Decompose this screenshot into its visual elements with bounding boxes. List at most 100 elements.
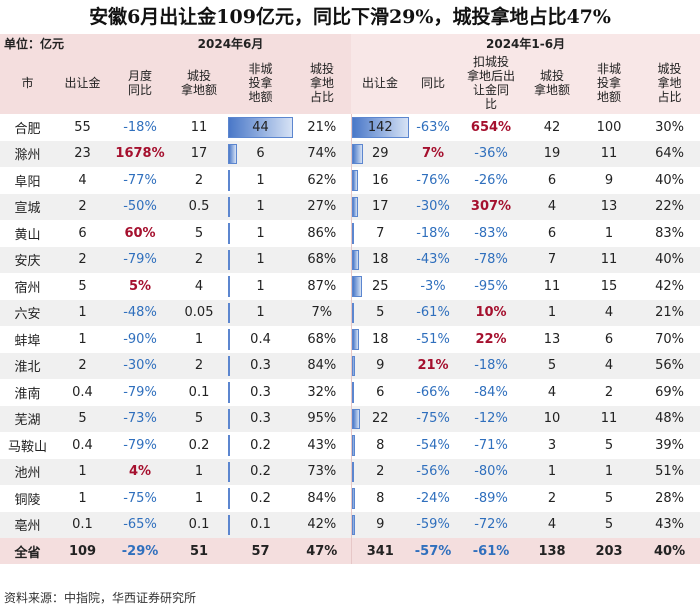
table-row: 马鞍山 0.4 -79% 0.2 0.2 43% 8 -54% -71% 3 5 39% <box>0 432 700 459</box>
cell-value: -95% <box>457 273 526 300</box>
cell-value: -61% <box>457 538 526 564</box>
column-header: 出让金 <box>351 52 410 114</box>
table-row: 蚌埠 1 -90% 1 0.4 68% 18 -51% 22% 13 6 70% <box>0 326 700 353</box>
cell-value: 18 <box>371 331 389 347</box>
data-bar <box>228 355 231 376</box>
cell-value: 1678% <box>110 140 171 167</box>
data-bar <box>228 435 231 456</box>
cell-value: -79% <box>110 379 171 406</box>
cell-value: -80% <box>457 458 526 485</box>
table-row: 安庆 2 -79% 2 1 68% 18 -43% -78% 7 11 40% <box>0 246 700 273</box>
data-bar <box>228 514 231 535</box>
city-cell: 亳州 <box>0 511 55 538</box>
cell-value: 4 <box>55 167 111 194</box>
cell-value: 68% <box>293 246 352 273</box>
cell-value: -59% <box>409 511 458 538</box>
cell-value: 51% <box>639 458 700 485</box>
cell-value: 0.1 <box>55 511 111 538</box>
cell-value: -89% <box>457 485 526 512</box>
cell-value: -73% <box>110 405 171 432</box>
data-bar <box>352 276 362 297</box>
cell-value: 9 <box>376 358 385 374</box>
table-row: 阜阳 4 -77% 2 1 62% 16 -76% -26% 6 9 40% <box>0 167 700 194</box>
data-bar <box>352 488 355 509</box>
bar-cell: 1 <box>228 299 294 326</box>
table-row: 六安 1 -48% 0.05 1 7% 5 -61% 10% 1 4 21% <box>0 299 700 326</box>
cell-value: 16 <box>371 172 389 188</box>
cell-value: 23 <box>55 140 111 167</box>
unit-label: 单位：亿元 <box>0 34 111 52</box>
cell-value: -79% <box>110 432 171 459</box>
cell-value: 11 <box>579 140 640 167</box>
cell-value: -18% <box>457 352 526 379</box>
table-row: 滁州 23 1678% 17 6 74% 29 7% -36% 19 11 64% <box>0 140 700 167</box>
cell-value: 0.2 <box>170 432 229 459</box>
data-bar <box>228 329 231 350</box>
data-bar <box>352 329 359 350</box>
city-cell: 全省 <box>0 538 55 564</box>
bar-cell: 142 <box>350 114 410 141</box>
cell-value: 5 <box>170 405 229 432</box>
cell-value: 7% <box>409 140 458 167</box>
column-header: 城投 拿地 占比 <box>293 52 352 114</box>
data-bar <box>352 249 359 270</box>
cell-value: 8 <box>376 437 385 453</box>
cell-value: 8 <box>376 490 385 506</box>
bar-cell: 8 <box>350 432 410 459</box>
chart-title: 安徽6月出让金109亿元，同比下滑29%，城投拿地占比47% <box>89 6 611 28</box>
column-header: 同比 <box>409 52 458 114</box>
cell-value: 2 <box>170 352 229 379</box>
cell-value: 68% <box>293 326 352 353</box>
cell-value: -36% <box>457 140 526 167</box>
city-cell: 黄山 <box>0 220 55 247</box>
column-header: 非城 投拿 地额 <box>579 52 640 114</box>
column-header: 城投 拿地额 <box>170 52 229 114</box>
cell-value: -75% <box>110 485 171 512</box>
city-cell: 蚌埠 <box>0 326 55 353</box>
cell-value: 87% <box>293 273 352 300</box>
data-bar <box>352 382 354 403</box>
bar-cell: 18 <box>350 246 410 273</box>
cell-value: 5 <box>525 352 580 379</box>
cell-value: 55 <box>55 114 111 141</box>
cell-value: 1 <box>170 326 229 353</box>
cell-value: 19 <box>525 140 580 167</box>
cell-value: -18% <box>110 114 171 141</box>
data-bar <box>228 382 231 403</box>
city-cell: 淮南 <box>0 379 55 406</box>
bar-cell: 0.3 <box>228 379 294 406</box>
cell-value: 0.05 <box>170 299 229 326</box>
cell-value: -76% <box>409 167 458 194</box>
cell-value: 5 <box>579 432 640 459</box>
cell-value: 40% <box>639 246 700 273</box>
header-row-2: 市出让金 月度 同比 城投 拿地额 非城 投拿 地额 城投 拿地 占比 出让金 同比 扣城投 … <box>0 52 700 114</box>
cell-value: 22 <box>371 411 389 427</box>
cell-value: 0.2 <box>250 437 271 453</box>
cell-value: -61% <box>409 299 458 326</box>
table-row: 黄山 6 60% 5 1 86% 7 -18% -83% 6 1 83% <box>0 220 700 247</box>
cell-value: 51 <box>170 538 229 564</box>
cell-value: 11 <box>525 273 580 300</box>
cell-value: 2 <box>55 246 111 273</box>
cell-value: 1 <box>579 220 640 247</box>
cell-value: -51% <box>409 326 458 353</box>
cell-value: -71% <box>457 432 526 459</box>
cell-value: 9 <box>579 167 640 194</box>
data-table: 单位：亿元 2024年6月 2024年1-6月 市出让金 月度 同比 城投 拿地额非… <box>0 34 700 564</box>
cell-value: 11 <box>579 246 640 273</box>
cell-value: -65% <box>110 511 171 538</box>
data-bar <box>352 461 354 482</box>
bar-cell: 9 <box>350 511 410 538</box>
cell-value: 142 <box>367 119 393 135</box>
table-body: 合肥 55 -18% 11 44 21% 142 -63% 654% 42 100 30% 滁州 23 16… <box>0 114 700 564</box>
cell-value: -54% <box>409 432 458 459</box>
cell-value: 203 <box>579 538 640 564</box>
cell-value: 1 <box>256 199 265 215</box>
table-row: 宿州 5 5% 4 1 87% 25 -3% -95% 11 15 42% <box>0 273 700 300</box>
cell-value: 70% <box>639 326 700 353</box>
cell-value: 0.2 <box>250 490 271 506</box>
cell-value: 69% <box>639 379 700 406</box>
bar-cell: 9 <box>350 352 410 379</box>
bar-cell: 44 <box>228 114 294 141</box>
cell-value: 1 <box>256 172 265 188</box>
